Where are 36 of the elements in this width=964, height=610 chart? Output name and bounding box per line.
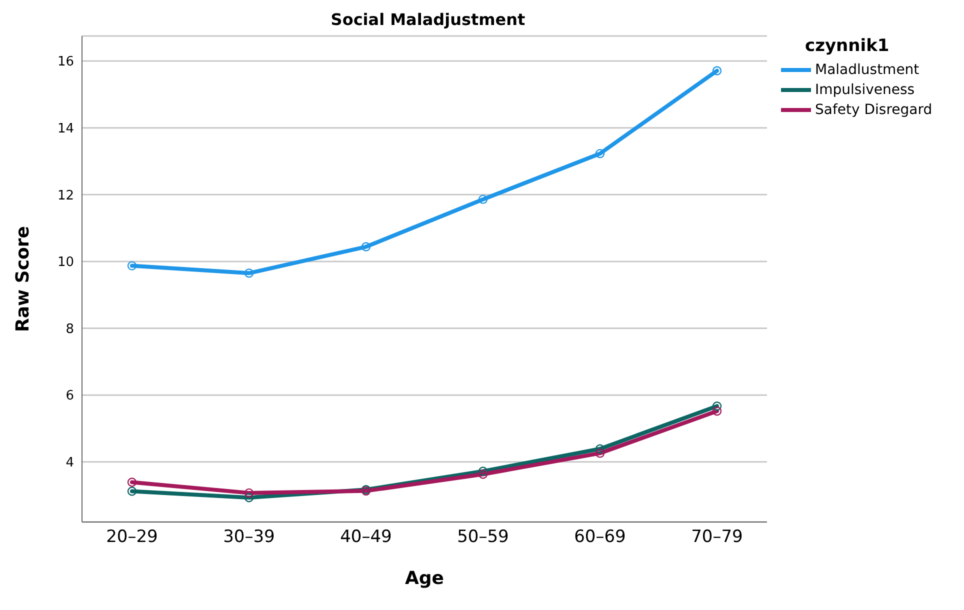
- x-axis-title: Age: [404, 568, 444, 589]
- legend-label: Maladlustment: [815, 62, 920, 78]
- legend-title: czynnik1: [804, 36, 890, 56]
- chart-title: Social Maladjustment: [330, 9, 526, 31]
- point: [712, 406, 722, 416]
- point: [244, 493, 254, 502]
- y-tick-label: 16: [57, 54, 74, 70]
- point: [712, 401, 722, 411]
- legend-label: Impulsiveness: [815, 82, 915, 98]
- y-tick-label: 10: [57, 255, 74, 270]
- point: [478, 194, 488, 204]
- legend-label: Safety Disregard: [815, 102, 932, 118]
- x-tick-label: 40–49: [340, 527, 392, 548]
- y-tick-label: 14: [57, 121, 74, 136]
- x-tick-label: 30–39: [223, 527, 275, 548]
- point: [478, 470, 488, 479]
- point: [595, 448, 605, 458]
- point: [244, 488, 254, 498]
- point: [595, 148, 605, 158]
- point: [244, 268, 254, 278]
- point: [595, 444, 605, 454]
- point: [361, 242, 371, 252]
- x-tick-label: 50–59: [457, 527, 509, 548]
- point: [127, 261, 137, 270]
- x-tick-label: 20–29: [106, 527, 158, 548]
- point: [127, 478, 137, 487]
- y-tick-label: 8: [66, 322, 74, 337]
- y-tick-label: 4: [66, 455, 74, 470]
- x-tick-label: 70–79: [691, 527, 743, 548]
- point: [127, 486, 137, 496]
- point: [478, 466, 488, 476]
- point: [712, 66, 722, 76]
- y-axis-title: Raw Score: [12, 226, 34, 332]
- y-tick-label: 12: [57, 188, 74, 204]
- x-tick-label: 60–69: [574, 527, 626, 548]
- y-tick-label: 6: [66, 388, 74, 404]
